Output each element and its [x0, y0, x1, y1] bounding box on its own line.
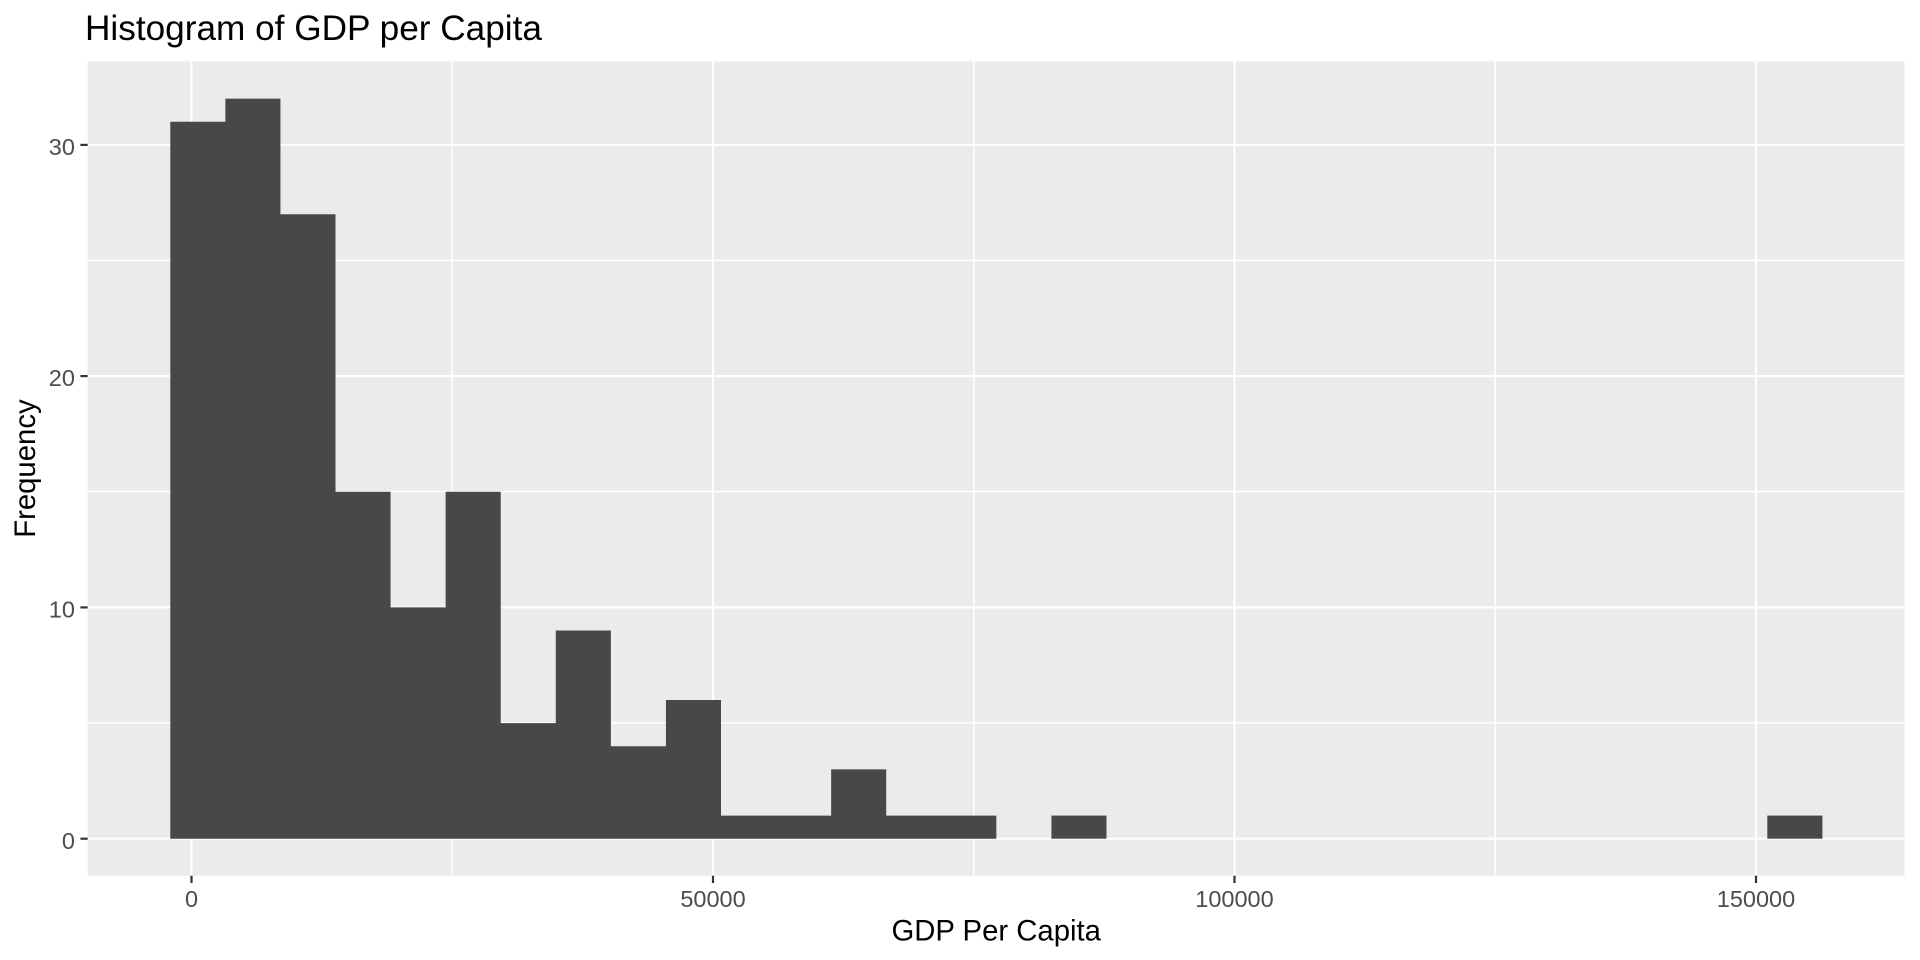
svg-text:Histogram of GDP per Capita: Histogram of GDP per Capita: [85, 9, 542, 48]
svg-text:20: 20: [49, 365, 75, 391]
svg-text:GDP Per Capita: GDP Per Capita: [891, 915, 1101, 948]
svg-text:0: 0: [62, 828, 75, 854]
svg-text:30: 30: [49, 134, 75, 160]
svg-text:150000: 150000: [1717, 886, 1795, 912]
svg-text:0: 0: [185, 886, 198, 912]
svg-text:100000: 100000: [1195, 886, 1273, 912]
svg-text:10: 10: [49, 597, 75, 623]
svg-text:50000: 50000: [680, 886, 745, 912]
svg-text:Frequency: Frequency: [9, 399, 42, 538]
